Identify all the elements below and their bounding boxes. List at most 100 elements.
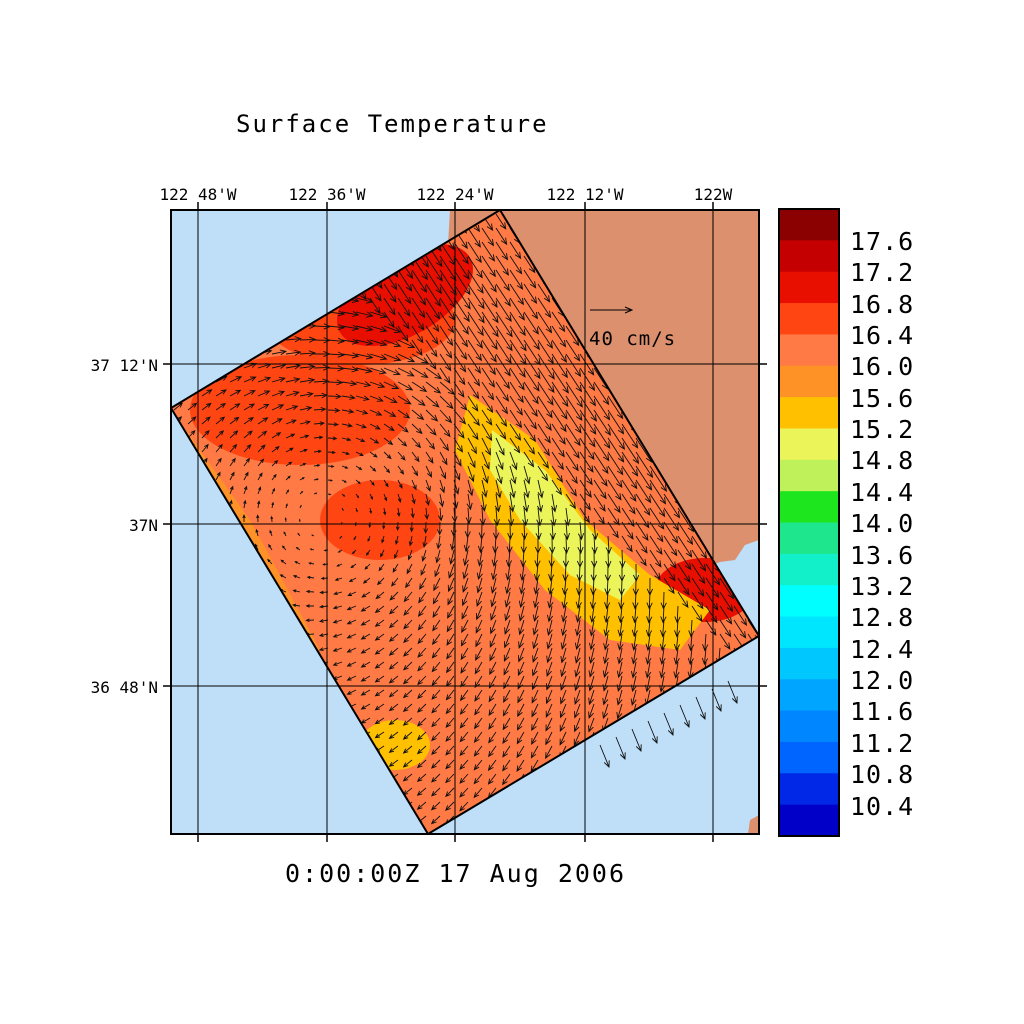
velocity-arrow [522, 507, 529, 527]
velocity-arrow [364, 563, 371, 570]
velocity-arrow [502, 731, 511, 745]
velocity-arrow [445, 759, 455, 770]
velocity-arrow [537, 479, 544, 499]
velocity-arrow [327, 422, 340, 427]
velocity-arrow [453, 353, 467, 373]
velocity-arrow [388, 661, 399, 670]
velocity-arrow [392, 563, 399, 573]
velocity-arrow [285, 475, 291, 481]
velocity-arrow [575, 591, 582, 610]
velocity-arrow [299, 336, 317, 343]
velocity-arrow [431, 773, 441, 783]
velocity-arrow [523, 409, 537, 430]
velocity-arrow [375, 591, 385, 600]
velocity-arrow [523, 339, 541, 366]
velocity-arrow [425, 479, 431, 492]
velocity-arrow [534, 549, 541, 568]
velocity-arrow [546, 605, 554, 623]
velocity-arrow [402, 675, 413, 685]
velocity-arrow [533, 577, 540, 595]
velocity-arrow [201, 402, 212, 411]
velocity-arrow [719, 633, 731, 650]
velocity-arrow [617, 647, 624, 665]
velocity-arrow [431, 787, 441, 797]
velocity-arrow [546, 661, 553, 677]
velocity-arrow [417, 689, 427, 699]
velocity-arrow [283, 531, 287, 537]
velocity-arrow [417, 605, 427, 617]
colorbar-swatch [779, 428, 839, 461]
velocity-arrow [574, 633, 581, 651]
velocity-arrow [603, 605, 610, 624]
velocity-arrow [467, 479, 474, 497]
velocity-arrow [333, 591, 343, 596]
velocity-arrow [382, 521, 386, 530]
velocity-arrow [551, 395, 568, 420]
velocity-arrow [495, 297, 512, 323]
velocity-arrow [305, 618, 315, 623]
velocity-arrow [565, 325, 580, 347]
velocity-arrow [509, 255, 523, 275]
velocity-arrow [647, 720, 658, 745]
colorbar-label: 10.4 [850, 792, 914, 821]
velocity-arrow [397, 297, 411, 317]
velocity-arrow [481, 311, 499, 338]
velocity-arrow [242, 513, 246, 522]
velocity-arrow [417, 633, 427, 645]
colorbar-swatch [779, 365, 839, 398]
velocity-arrow [467, 241, 482, 264]
velocity-arrow [531, 689, 539, 704]
velocity-arrow [509, 297, 525, 321]
velocity-arrow [577, 521, 585, 541]
velocity-arrow [431, 675, 441, 687]
velocity-arrow [579, 381, 596, 407]
velocity-arrow [537, 437, 550, 457]
velocity-arrow [439, 437, 450, 452]
velocity-arrow [313, 364, 331, 371]
colorbar-swatch [779, 679, 839, 712]
velocity-arrow [418, 591, 427, 604]
velocity-arrow [313, 435, 324, 440]
colorbar-swatch [779, 553, 839, 586]
velocity-arrow [677, 591, 689, 609]
velocity-arrow [215, 430, 225, 439]
velocity-arrow [551, 353, 568, 379]
velocity-arrow [523, 283, 538, 305]
lon-label-122-36w: 122 36'W [288, 185, 365, 204]
velocity-arrow [607, 507, 620, 526]
velocity-arrow [565, 479, 577, 497]
velocity-arrow [425, 437, 436, 450]
velocity-arrow [687, 647, 694, 666]
velocity-arrow [355, 395, 370, 401]
velocity-arrow [494, 493, 501, 513]
velocity-arrow [425, 311, 440, 333]
velocity-arrow [575, 619, 582, 637]
colorbar-swatch [779, 491, 839, 524]
velocity-arrow [447, 591, 455, 606]
velocity-arrow [416, 787, 427, 796]
velocity-arrow [579, 353, 595, 376]
velocity-arrow [537, 283, 551, 303]
velocity-arrow [615, 736, 626, 761]
velocity-arrow [561, 605, 568, 623]
velocity-arrow [593, 493, 606, 512]
velocity-arrow [408, 535, 413, 547]
velocity-arrow [201, 389, 213, 397]
velocity-arrow [523, 395, 538, 418]
velocity-arrow [438, 507, 444, 522]
velocity-arrow [509, 353, 526, 378]
velocity-arrow [474, 661, 483, 675]
velocity-arrow [504, 619, 511, 635]
velocity-arrow [436, 535, 442, 550]
velocity-arrow [548, 563, 555, 582]
velocity-arrow [533, 563, 541, 582]
velocity-arrow [243, 485, 248, 495]
velocity-arrow [617, 619, 624, 638]
velocity-arrow [502, 703, 511, 717]
velocity-arrow [630, 661, 638, 679]
velocity-arrow [607, 479, 622, 501]
velocity-arrow [243, 376, 257, 383]
velocity-arrow [509, 479, 516, 499]
velocity-arrow [453, 269, 471, 296]
velocity-arrow [607, 493, 621, 514]
